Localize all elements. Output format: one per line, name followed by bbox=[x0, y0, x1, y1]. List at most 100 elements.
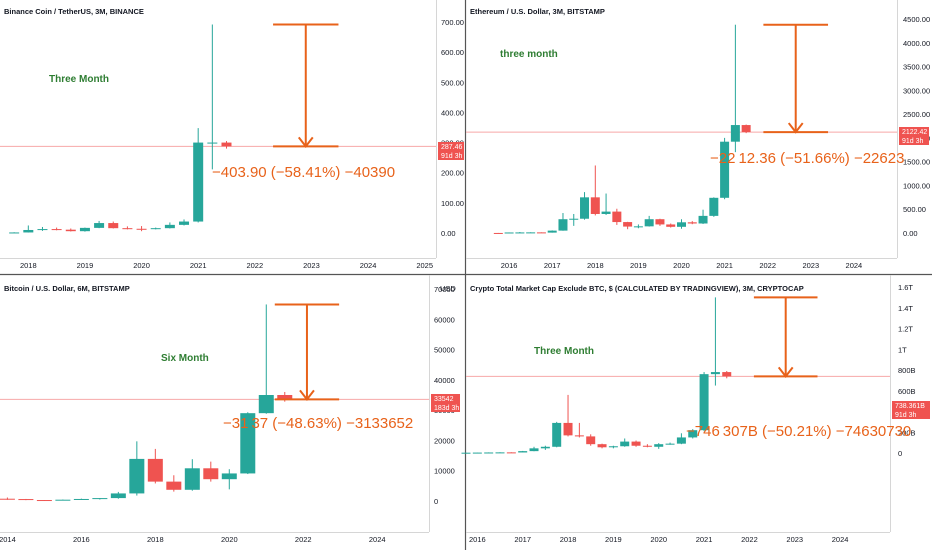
plot-area-btc: 0100002000030000400005000060000700002014… bbox=[0, 285, 455, 544]
x-tick-label: 2019 bbox=[605, 535, 622, 544]
price-tag-box bbox=[431, 394, 460, 403]
candle-body bbox=[55, 499, 71, 501]
period-label: Three Month bbox=[49, 74, 109, 85]
x-tick-label: 2020 bbox=[673, 261, 690, 270]
candle-body bbox=[558, 219, 568, 231]
y-tick-label: 20000 bbox=[434, 436, 455, 445]
countdown-box bbox=[892, 410, 930, 419]
candle-body bbox=[699, 374, 709, 431]
y-tick-label: 3500.00 bbox=[903, 63, 930, 72]
chart-title: Bitcoin / U.S. Dollar, 6M, BITSTAMP bbox=[4, 284, 130, 293]
candle-body bbox=[698, 215, 708, 224]
candle-body bbox=[586, 436, 596, 445]
price-tag-countdown: 91d 3h bbox=[441, 153, 463, 160]
candle-body bbox=[720, 141, 730, 198]
x-tick-label: 2020 bbox=[221, 535, 238, 544]
candle-body bbox=[709, 197, 719, 216]
y-tick-label: 4000.00 bbox=[903, 39, 930, 48]
candle-body bbox=[65, 229, 76, 232]
x-tick-label: 2018 bbox=[20, 261, 37, 270]
y-tick-label: 50000 bbox=[434, 346, 455, 355]
candle-body bbox=[633, 226, 643, 228]
price-tag: 2122.42 91d 3h bbox=[899, 127, 929, 145]
y-tick-label: 0 bbox=[898, 449, 902, 458]
candle-body bbox=[654, 444, 664, 447]
chart-title: Crypto Total Market Cap Exclude BTC, $ (… bbox=[470, 284, 804, 293]
y-tick-label: 500.00 bbox=[903, 205, 926, 214]
candle-body bbox=[484, 452, 494, 454]
candle-body bbox=[655, 219, 665, 225]
price-tag: 738.361B 91d 3h bbox=[892, 401, 930, 419]
x-tick-label: 2022 bbox=[741, 535, 758, 544]
x-tick-label: 2016 bbox=[469, 535, 486, 544]
plot-area-bnb: 0.00100.00200.00300.00400.00500.00600.00… bbox=[0, 18, 464, 270]
candle-body bbox=[574, 435, 584, 437]
candle-body bbox=[526, 232, 536, 234]
candle-body bbox=[207, 142, 218, 144]
price-tag: 287.46 91d 3h bbox=[438, 142, 464, 160]
price-tag: 33542 183d 3h bbox=[431, 394, 460, 412]
currency-label: USD bbox=[440, 284, 456, 293]
candle-body bbox=[722, 372, 732, 377]
candle-body bbox=[741, 125, 751, 133]
candle-body bbox=[18, 499, 34, 501]
candle-body bbox=[730, 125, 740, 142]
x-tick-label: 2023 bbox=[303, 261, 320, 270]
x-tick-label: 2018 bbox=[560, 535, 577, 544]
period-label: Three Month bbox=[534, 346, 594, 357]
x-tick-label: 2017 bbox=[544, 261, 561, 270]
y-tick-label: 60000 bbox=[434, 315, 455, 324]
price-tag-countdown: 91d 3h bbox=[902, 138, 924, 145]
candle-body bbox=[608, 446, 618, 448]
x-tick-label: 2022 bbox=[295, 535, 312, 544]
candle-body bbox=[529, 448, 539, 452]
x-tick-label: 2022 bbox=[246, 261, 263, 270]
x-tick-label: 2024 bbox=[360, 261, 377, 270]
candle-body bbox=[240, 413, 256, 474]
y-tick-label: 3000.00 bbox=[903, 86, 930, 95]
x-tick-label: 2021 bbox=[190, 261, 207, 270]
y-tick-label: 2500.00 bbox=[903, 110, 930, 119]
y-tick-label: 500.00 bbox=[441, 78, 464, 87]
chart-title: Binance Coin / TetherUS, 3M, BINANCE bbox=[4, 7, 144, 16]
y-tick-label: 0.00 bbox=[903, 229, 918, 238]
candle-body bbox=[23, 229, 34, 233]
candle-body bbox=[518, 451, 528, 453]
candle-body bbox=[37, 229, 48, 231]
y-tick-label: 10000 bbox=[434, 467, 455, 476]
y-tick-label: 4500.00 bbox=[903, 15, 930, 24]
y-tick-label: 700.00 bbox=[441, 18, 464, 27]
candle-body bbox=[590, 197, 600, 214]
price-tag-countdown: 183d 3h bbox=[434, 405, 459, 412]
y-tick-label: 1.2T bbox=[898, 325, 913, 334]
price-tag-price: 738.361B bbox=[895, 403, 925, 410]
candle-body bbox=[147, 458, 163, 482]
candle-body bbox=[73, 498, 89, 500]
countdown-box bbox=[438, 151, 464, 160]
price-tag-countdown: 91d 3h bbox=[895, 412, 917, 419]
candle-body bbox=[461, 452, 471, 454]
candle-body bbox=[258, 395, 274, 414]
candle-body bbox=[150, 228, 161, 230]
candle-body bbox=[515, 232, 525, 234]
x-tick-label: 2017 bbox=[514, 535, 531, 544]
candle-body bbox=[569, 218, 579, 220]
x-tick-label: 2022 bbox=[759, 261, 776, 270]
x-tick-label: 2021 bbox=[696, 535, 713, 544]
candle-body bbox=[677, 222, 686, 227]
measure-arrow bbox=[273, 23, 339, 148]
candle-body bbox=[623, 222, 633, 227]
candle-body bbox=[547, 230, 557, 233]
measure-arrow bbox=[763, 23, 829, 134]
x-tick-label: 2020 bbox=[133, 261, 150, 270]
measure-arrow bbox=[753, 296, 818, 379]
candle-body bbox=[108, 223, 119, 229]
candle-body bbox=[129, 458, 145, 494]
price-tag-price: 287.46 bbox=[441, 144, 463, 151]
y-tick-label: 100.00 bbox=[441, 199, 464, 208]
x-tick-label: 2018 bbox=[147, 535, 164, 544]
y-tick-label: 600B bbox=[898, 387, 916, 396]
candle-body bbox=[642, 445, 652, 447]
candle-body bbox=[552, 422, 562, 447]
